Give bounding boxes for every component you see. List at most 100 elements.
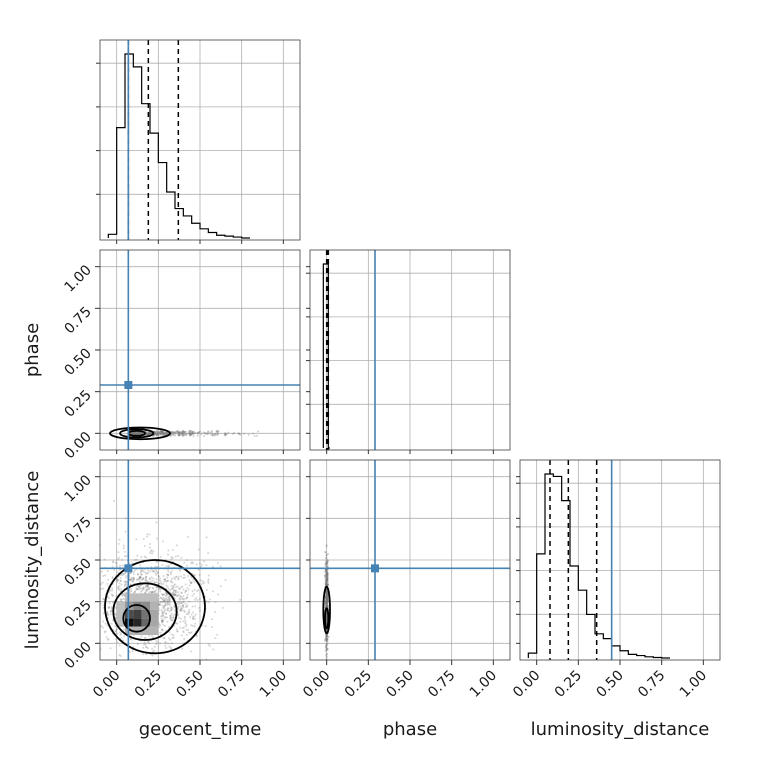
sample-point [173,431,176,434]
sample-point [107,578,110,581]
sample-point [100,583,102,586]
sample-point [179,608,182,611]
sample-point [111,605,114,608]
sample-point [163,432,166,435]
sample-point [177,577,180,580]
sample-point [173,605,176,608]
sample-point [162,619,165,622]
sample-point [144,571,147,574]
sample-point [183,576,186,579]
sample-point [116,580,119,583]
sample-point [127,661,129,663]
sample-point [111,594,114,597]
sample-point [325,599,328,602]
sample-point [172,614,175,617]
sample-point [160,608,163,611]
sample-point [324,569,327,572]
sample-point [167,564,170,567]
sample-point [138,431,141,434]
sample-point [197,432,200,435]
sample-point [177,593,180,596]
sample-point [325,598,328,601]
sample-point [123,580,126,583]
sample-point [155,537,158,540]
sample-point [171,594,174,597]
sample-point [325,594,328,597]
sample-point [170,618,173,621]
sample-point [93,631,95,633]
sample-point [145,590,148,593]
sample-point [325,571,328,574]
sample-point [326,595,329,598]
ytick-label-luminosity_distance-3: 0.75 [61,514,94,547]
sample-point [325,603,328,606]
sample-point [170,617,173,620]
sample-point [181,601,184,604]
sample-point [159,665,161,667]
sample-point [118,631,121,634]
sample-point [326,596,329,599]
sample-point [193,580,196,583]
sample-point [163,605,166,608]
sample-point [325,597,328,600]
sample-point [177,432,180,435]
sample-point [326,601,329,604]
sample-point [129,583,132,586]
sample-point [326,573,329,576]
sample-point [214,601,217,604]
sample-point [325,629,328,632]
sample-point [192,617,195,620]
sample-point [164,641,167,644]
sample-point [207,552,210,555]
sample-point [186,596,189,599]
sample-point [118,556,121,559]
sample-point [111,577,114,580]
sample-point [174,432,177,435]
sample-point [155,560,158,563]
sample-point [326,580,329,583]
sample-point [325,629,328,632]
sample-point [325,637,328,640]
sample-point [155,581,158,584]
sample-point [325,561,328,564]
sample-point [215,431,218,434]
sample-point [167,565,170,568]
sample-point [170,619,173,622]
sample-point [146,433,149,436]
sample-point [145,589,148,592]
sample-point [128,650,131,653]
sample-point [327,599,330,602]
sample-point [152,570,155,573]
sample-point [325,634,328,637]
sample-point [184,589,187,592]
sample-point [243,432,246,435]
sample-point [196,599,199,602]
sample-point [325,598,328,601]
sample-point [182,429,185,432]
sample-point [89,573,91,575]
sample-point [109,589,112,592]
sample-point [111,589,114,592]
sample-point [216,562,219,565]
sample-point [161,604,164,607]
sample-point [208,644,211,647]
sample-point [185,432,188,435]
sample-point [156,429,159,432]
sample-point [189,631,192,634]
xtick-label-luminosity_distance-2: 0.50 [593,668,626,701]
sample-point [109,609,112,612]
sample-point [146,533,149,536]
sample-point [152,590,155,593]
sample-point [326,604,329,607]
sample-point [325,638,328,641]
sample-point [326,642,329,645]
sample-point [119,579,122,582]
sample-point [161,620,164,623]
sample-point [188,431,191,434]
sample-point [168,630,171,633]
sample-point [145,576,148,579]
sample-point [166,602,169,605]
sample-point [96,586,98,588]
sample-point [180,556,183,559]
sample-point [326,574,329,577]
